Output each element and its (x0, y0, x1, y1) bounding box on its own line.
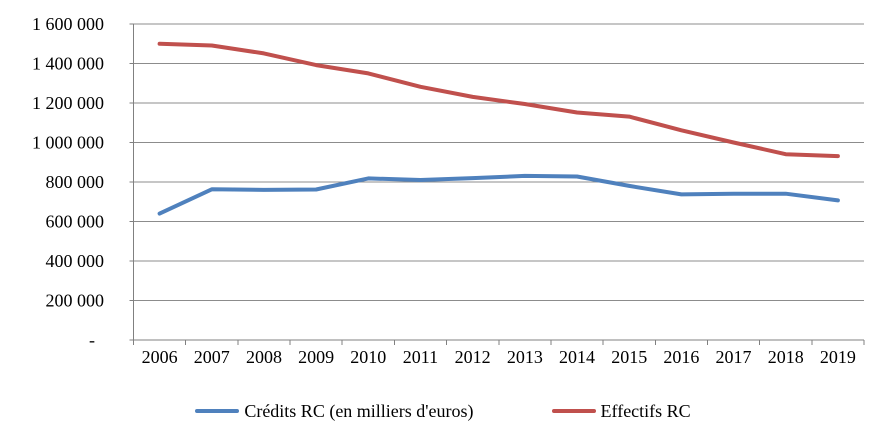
legend-item-credits: Crédits RC (en milliers d'euros) (195, 401, 474, 421)
legend-line-sample-credits-icon (195, 408, 240, 414)
series-line-effectifs-rc (157, 41, 840, 159)
y-tick-label: 800 000 (46, 172, 105, 192)
x-tick-label: 2008 (246, 347, 282, 367)
x-tick-label: 2006 (142, 347, 178, 367)
y-tick-label: 200 000 (46, 291, 105, 311)
x-tick-label: 2017 (716, 347, 752, 367)
x-tick-label: 2014 (559, 347, 595, 367)
legend-item-effectifs: Effectifs RC (551, 401, 691, 421)
legend-label-effectifs: Effectifs RC (600, 401, 691, 421)
x-tick-label: 2010 (350, 347, 386, 367)
y-tick-label: 1 600 000 (32, 14, 104, 34)
x-tick-label: 2016 (663, 347, 699, 367)
y-tick-label: - (89, 330, 104, 350)
x-tick-label: 2007 (194, 347, 230, 367)
y-tick-label: 1 000 000 (32, 133, 104, 153)
x-tick-label: 2018 (768, 347, 804, 367)
legend-label-credits: Crédits RC (en milliers d'euros) (244, 401, 474, 421)
y-tick-label: 400 000 (46, 251, 105, 271)
x-tick-label: 2019 (820, 347, 856, 367)
y-tick-label: 600 000 (46, 212, 105, 232)
series-line-credits-rc (157, 173, 840, 216)
x-tick-label: 2013 (507, 347, 543, 367)
chart-legend: Crédits RC (en milliers d'euros) Effecti… (0, 395, 886, 427)
x-tick-label: 2009 (298, 347, 334, 367)
x-tick-label: 2011 (403, 347, 438, 367)
legend-line-sample-effectifs-icon (551, 408, 596, 414)
x-tick-label: 2012 (455, 347, 491, 367)
x-tick-label: 2015 (611, 347, 647, 367)
y-tick-label: 1 400 000 (32, 54, 104, 74)
y-tick-label: 1 200 000 (32, 93, 104, 113)
